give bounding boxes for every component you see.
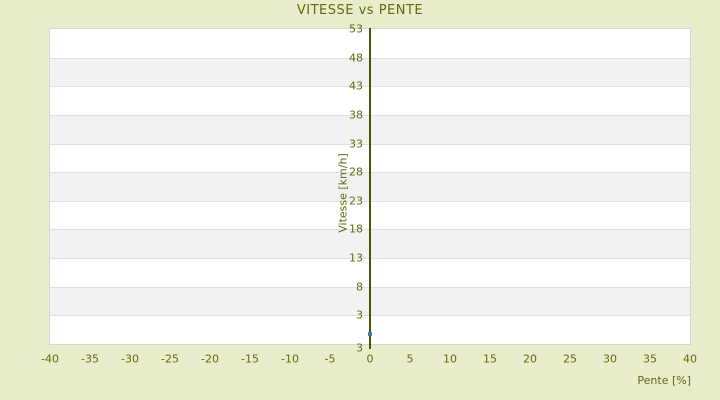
x-tick-label: 10 xyxy=(443,352,457,366)
x-tick-label: -15 xyxy=(241,352,259,366)
y-tick-label: 3 xyxy=(356,341,363,355)
y-tick-label: 13 xyxy=(349,251,363,265)
x-tick-label: -35 xyxy=(81,352,99,366)
y-tick-label: 18 xyxy=(349,222,363,236)
y-tick-label: 43 xyxy=(349,79,363,93)
y-tick-label: 28 xyxy=(349,165,363,179)
x-tick-label: -25 xyxy=(161,352,179,366)
x-tick-label: -20 xyxy=(201,352,219,366)
y-tick-label: 38 xyxy=(349,108,363,122)
x-tick-label: 30 xyxy=(603,352,617,366)
x-tick-label: 20 xyxy=(523,352,537,366)
x-tick-label: -30 xyxy=(121,352,139,366)
x-tick-label: 40 xyxy=(683,352,697,366)
x-tick-label: 25 xyxy=(563,352,577,366)
y-axis-title: Vitesse [km/h] xyxy=(336,153,350,233)
x-tick-label: -10 xyxy=(281,352,299,366)
chart-title: VITESSE vs PENTE xyxy=(296,3,424,18)
data-point xyxy=(368,332,372,337)
x-tick-label: 15 xyxy=(483,352,497,366)
y-tick-label: 53 xyxy=(349,22,363,36)
x-tick-label: -5 xyxy=(324,352,336,366)
y-tick-label: 8 xyxy=(356,280,363,294)
x-tick-label: 0 xyxy=(366,352,374,366)
y-tick-label: 48 xyxy=(349,51,363,65)
x-axis-title: Pente [%] xyxy=(637,374,691,387)
y-tick-label: 3 xyxy=(356,308,363,322)
y-tick-label: 23 xyxy=(349,194,363,208)
y-tick-label: 33 xyxy=(349,137,363,151)
x-tick-label: 5 xyxy=(406,352,414,366)
y-axis-line xyxy=(369,28,371,349)
x-tick-label: -40 xyxy=(41,352,59,366)
x-tick-label: 35 xyxy=(643,352,657,366)
